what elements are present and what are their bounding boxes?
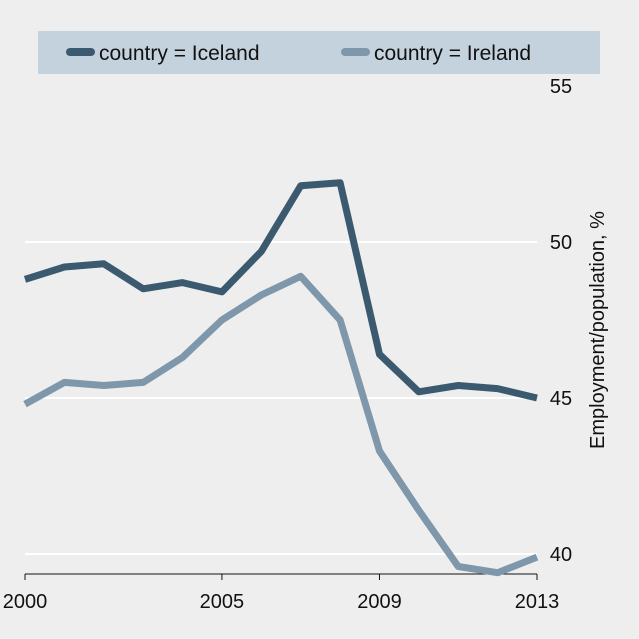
series-line: [23, 272, 539, 577]
legend-label: country = Ireland: [374, 42, 531, 65]
legend: country = Iceland country = Ireland: [38, 31, 600, 74]
y-tick-label: 50: [550, 232, 572, 254]
y-axis-tick-labels: 40 45 50 55: [550, 76, 572, 566]
y-tick-label: 55: [550, 76, 572, 98]
y-tick-label: 45: [550, 388, 572, 410]
x-tick-label: 2009: [357, 591, 402, 613]
legend-label: country = Iceland: [99, 42, 260, 65]
y-axis-title: Employment/population, %: [587, 211, 609, 449]
x-tick-label: 2013: [515, 591, 560, 613]
x-axis: 2000 2005 2009 2013: [3, 573, 560, 613]
x-tick-label: 2000: [3, 591, 48, 613]
x-tick-label: 2005: [200, 591, 245, 613]
legend-box: [38, 31, 600, 74]
series-lines: [23, 179, 539, 577]
y-tick-label: 40: [550, 544, 572, 566]
series-line: [23, 179, 538, 402]
